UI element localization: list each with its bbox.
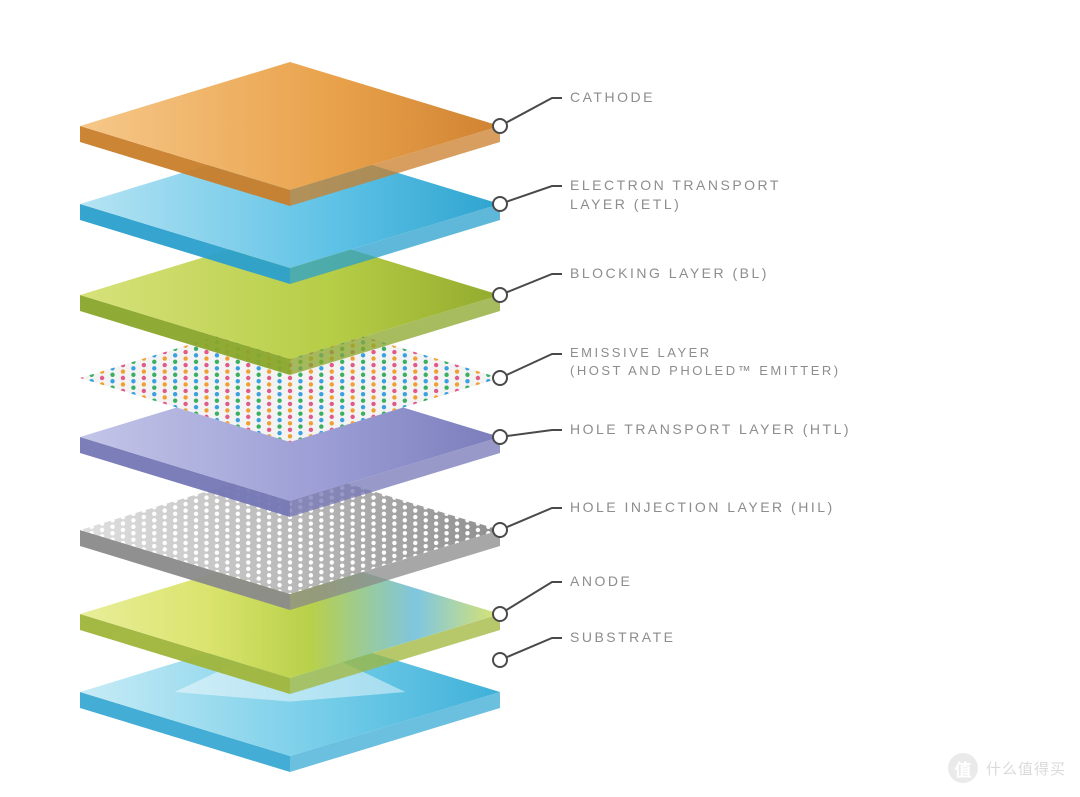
- label-htl: HOLE TRANSPORT LAYER (HTL): [570, 420, 851, 439]
- oled-layer-diagram: { "diagram": { "type": "infographic", "d…: [0, 0, 1080, 797]
- watermark: 值 什么值得买: [948, 753, 1066, 783]
- layer-cathode: [80, 62, 500, 206]
- label-emissive: EMISSIVE LAYER (HOST AND PHOLED™ EMITTER…: [570, 344, 841, 379]
- label-anode: ANODE: [570, 572, 632, 591]
- watermark-badge-text: 值: [954, 756, 971, 781]
- label-cathode: CATHODE: [570, 88, 655, 107]
- label-hil: HOLE INJECTION LAYER (HIL): [570, 498, 835, 517]
- label-bl: BLOCKING LAYER (BL): [570, 264, 769, 283]
- watermark-badge: 值: [948, 753, 978, 783]
- watermark-text: 什么值得买: [986, 758, 1066, 779]
- label-etl: ELECTRON TRANSPORT LAYER (ETL): [570, 176, 781, 214]
- label-substrate: SUBSTRATE: [570, 628, 675, 647]
- layer-stack-svg: [0, 0, 1080, 797]
